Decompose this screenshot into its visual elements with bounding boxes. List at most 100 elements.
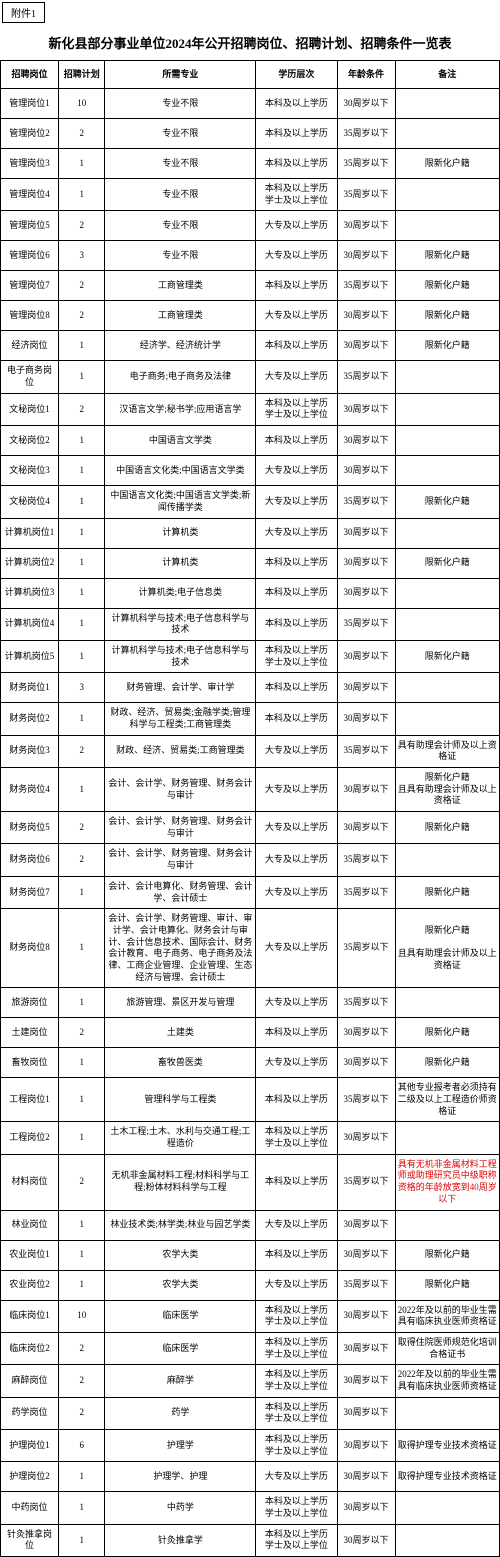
cell-major: 工商管理类: [105, 271, 256, 301]
cell-remark: 具有助理会计师及以上资格证: [395, 735, 499, 767]
cell-plan: 10: [59, 1300, 105, 1332]
header-major: 所需专业: [105, 61, 256, 89]
cell-age: 35周岁以下: [337, 271, 395, 301]
cell-major: 专业不限: [105, 179, 256, 211]
cell-age: 30周岁以下: [337, 211, 395, 241]
cell-age: 30周岁以下: [337, 1524, 395, 1556]
cell-major: 汉语言文学;秘书学;应用语言学: [105, 393, 256, 425]
table-row: 文秘岗位21中国语言文学类本科及以上学历30周岁以下: [1, 426, 500, 456]
cell-plan: 1: [59, 548, 105, 578]
cell-major: 临床医学: [105, 1332, 256, 1364]
cell-major: 计算机科学与技术;电子信息科学与技术: [105, 608, 256, 640]
cell-age: 30周岁以下: [337, 1365, 395, 1397]
cell-education: 本科及以上学历: [256, 271, 337, 301]
table-row: 麻醉岗位2麻醉学本科及以上学历学士及以上学位30周岁以下2022年及以前的毕业生…: [1, 1365, 500, 1397]
cell-position: 管理岗位1: [1, 89, 59, 119]
cell-position: 管理岗位5: [1, 211, 59, 241]
cell-position: 财务岗位7: [1, 876, 59, 908]
cell-position: 财务岗位2: [1, 703, 59, 735]
cell-remark: 限新化户籍且具有助理会计师及以上资格证: [395, 909, 499, 988]
cell-position: 农业岗位2: [1, 1270, 59, 1300]
cell-position: 土建岗位: [1, 1018, 59, 1048]
table-row: 经济岗位1经济学、经济统计学本科及以上学历30周岁以下限新化户籍: [1, 331, 500, 361]
cell-position: 财务岗位5: [1, 812, 59, 844]
table-row: 财务岗位81会计、会计学、财务管理、审计、审计学、会计电算化、财务会计与审计、会…: [1, 909, 500, 988]
cell-education: 大专及以上学历: [256, 1270, 337, 1300]
table-row: 文秘岗位31中国语言文化类;中国语言文学类大专及以上学历30周岁以下: [1, 456, 500, 486]
cell-position: 财务岗位1: [1, 673, 59, 703]
cell-plan: 1: [59, 426, 105, 456]
page-title: 新化县部分事业单位2024年公开招聘岗位、招聘计划、招聘条件一览表: [0, 25, 500, 60]
cell-remark: [395, 608, 499, 640]
cell-age: 30周岁以下: [337, 1462, 395, 1492]
table-row: 管理岗位22专业不限本科及以上学历35周岁以下: [1, 119, 500, 149]
cell-plan: 2: [59, 735, 105, 767]
cell-remark: [395, 988, 499, 1018]
cell-age: 30周岁以下: [337, 1332, 395, 1364]
cell-remark: 限新化户籍: [395, 548, 499, 578]
table-row: 管理岗位110专业不限本科及以上学历30周岁以下: [1, 89, 500, 119]
cell-education: 大专及以上学历: [256, 844, 337, 876]
cell-remark: [395, 361, 499, 393]
cell-position: 财务岗位8: [1, 909, 59, 988]
cell-major: 会计、会计学、财务管理、财务会计与审计: [105, 812, 256, 844]
cell-age: 30周岁以下: [337, 1300, 395, 1332]
cell-major: 中国语言文化类;中国语言文学类;新闻传播学类: [105, 486, 256, 518]
cell-remark: 限新化户籍: [395, 1240, 499, 1270]
table-row: 农业岗位11农学大类本科及以上学历30周岁以下限新化户籍: [1, 1240, 500, 1270]
table-row: 财务岗位71会计、会计电算化、财务管理、会计学、会计硕士大专及以上学历35周岁以…: [1, 876, 500, 908]
cell-age: 30周岁以下: [337, 393, 395, 425]
cell-age: 30周岁以下: [337, 673, 395, 703]
recruitment-table: 招聘岗位 招聘计划 所需专业 学历层次 年龄条件 备注 管理岗位110专业不限本…: [0, 60, 500, 1557]
cell-major: 专业不限: [105, 211, 256, 241]
cell-age: 35周岁以下: [337, 486, 395, 518]
header-age: 年龄条件: [337, 61, 395, 89]
table-row: 计算机岗位41计算机科学与技术;电子信息科学与技术本科及以上学历35周岁以下: [1, 608, 500, 640]
cell-education: 本科及以上学历学士及以上学位: [256, 1524, 337, 1556]
cell-position: 护理岗位2: [1, 1462, 59, 1492]
cell-plan: 2: [59, 1332, 105, 1364]
cell-education: 本科及以上学历: [256, 1154, 337, 1210]
cell-position: 计算机岗位1: [1, 518, 59, 548]
cell-plan: 1: [59, 331, 105, 361]
cell-education: 本科及以上学历: [256, 1240, 337, 1270]
cell-plan: 1: [59, 1048, 105, 1078]
cell-remark: 限新化户籍: [395, 149, 499, 179]
table-row: 旅游岗位1旅游管理、景区开发与管理大专及以上学历35周岁以下: [1, 988, 500, 1018]
header-position: 招聘岗位: [1, 61, 59, 89]
table-row: 工程岗位21土木工程;土木、水利与交通工程;工程造价本科及以上学历学士及以上学位…: [1, 1122, 500, 1154]
cell-age: 35周岁以下: [337, 179, 395, 211]
cell-age: 30周岁以下: [337, 89, 395, 119]
cell-education: 本科及以上学历学士及以上学位: [256, 1365, 337, 1397]
cell-plan: 1: [59, 909, 105, 988]
cell-age: 35周岁以下: [337, 735, 395, 767]
cell-position: 旅游岗位: [1, 988, 59, 1018]
cell-age: 35周岁以下: [337, 361, 395, 393]
cell-age: 35周岁以下: [337, 1154, 395, 1210]
cell-plan: 1: [59, 1462, 105, 1492]
cell-major: 临床医学: [105, 1300, 256, 1332]
cell-plan: 1: [59, 1270, 105, 1300]
cell-position: 计算机岗位5: [1, 640, 59, 672]
attachment-label: 附件1: [2, 2, 45, 23]
cell-position: 管理岗位8: [1, 301, 59, 331]
cell-major: 畜牧兽医类: [105, 1048, 256, 1078]
cell-position: 文秘岗位2: [1, 426, 59, 456]
cell-remark: [395, 703, 499, 735]
cell-major: 农学大类: [105, 1270, 256, 1300]
cell-age: 30周岁以下: [337, 548, 395, 578]
cell-age: 30周岁以下: [337, 1240, 395, 1270]
cell-remark: 限新化户籍: [395, 876, 499, 908]
cell-education: 大专及以上学历: [256, 768, 337, 812]
cell-position: 计算机岗位4: [1, 608, 59, 640]
table-row: 畜牧岗位1畜牧兽医类大专及以上学历30周岁以下限新化户籍: [1, 1048, 500, 1078]
cell-major: 计算机类: [105, 548, 256, 578]
cell-remark: 限新化户籍且具有助理会计师及以上资格证: [395, 768, 499, 812]
cell-major: 管理科学与工程类: [105, 1078, 256, 1122]
cell-position: 财务岗位6: [1, 844, 59, 876]
cell-age: 35周岁以下: [337, 988, 395, 1018]
table-row: 针灸推拿岗位1针灸推拿学本科及以上学历学士及以上学位30周岁以下: [1, 1524, 500, 1556]
cell-education: 大专及以上学历: [256, 1048, 337, 1078]
cell-remark: [395, 426, 499, 456]
table-row: 护理岗位16护理学本科及以上学历学士及以上学位30周岁以下取得护理专业技术资格证: [1, 1430, 500, 1462]
